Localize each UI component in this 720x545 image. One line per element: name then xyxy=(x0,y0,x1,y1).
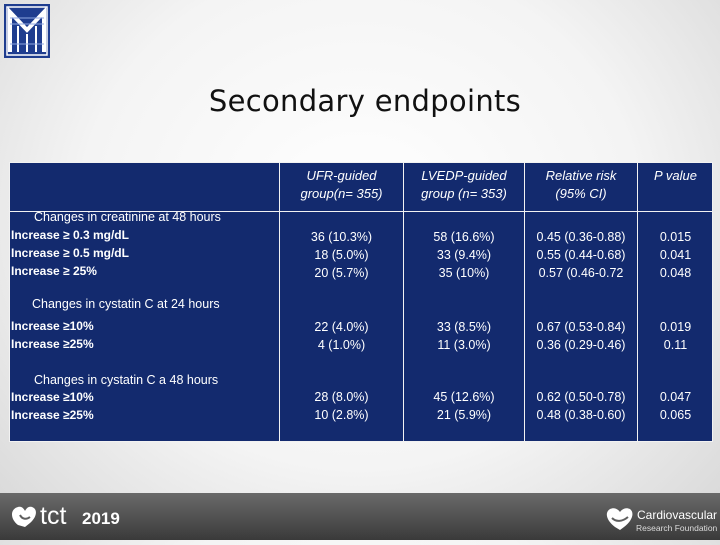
cell-lvedp: 33 (8.5%) xyxy=(436,320,492,334)
cell-lvedp: 33 (9.4%) xyxy=(436,248,492,262)
cell-p: 0.015 xyxy=(659,230,692,244)
cell-ufr: 36 (10.3%) xyxy=(310,230,373,244)
row-label: Increase ≥25% xyxy=(11,337,94,351)
cell-p: 0.11 xyxy=(663,338,688,352)
crf-brand-line2: Research Foundation xyxy=(636,523,718,533)
row-label: Increase ≥ 0.3 mg/dL xyxy=(11,228,129,242)
institution-logo xyxy=(4,4,50,58)
row-label: Increase ≥10% xyxy=(11,319,94,333)
section-title: Changes in cystatin C at 24 hours xyxy=(32,297,220,311)
crf-brand-line1: Cardiovascular xyxy=(637,508,717,522)
cell-ufr: 4 (1.0%) xyxy=(317,338,366,352)
cell-p: 0.048 xyxy=(659,266,692,280)
table-divider xyxy=(279,163,280,441)
crf-heart-icon xyxy=(606,508,633,530)
tct-heart-icon xyxy=(12,506,36,527)
footer: tct 2019 Cardiovascular Research Foundat… xyxy=(0,493,720,540)
cell-ufr: 10 (2.8%) xyxy=(314,408,369,422)
cell-lvedp: 45 (12.6%) xyxy=(433,390,495,404)
tct-year-text: 2019 xyxy=(82,509,120,528)
cell-lvedp: 11 (3.0%) xyxy=(437,338,491,352)
row-label: Increase ≥10% xyxy=(11,390,94,404)
header-p-value: P value xyxy=(654,168,697,183)
row-label: Increase ≥ 25% xyxy=(11,264,97,278)
cell-rr: 0.48 (0.38-0.60) xyxy=(536,408,626,422)
section-title: Changes in cystatin C a 48 hours xyxy=(34,373,219,387)
tct-brand-text: tct xyxy=(40,502,66,530)
cell-lvedp: 58 (16.6%) xyxy=(433,230,495,244)
cell-rr: 0.36 (0.29-0.46) xyxy=(536,338,626,352)
cell-rr: 0.45 (0.36-0.88) xyxy=(536,230,626,244)
cell-p: 0.041 xyxy=(659,248,692,262)
cell-rr: 0.67 (0.53-0.84) xyxy=(536,320,626,334)
section-title: Changes in creatinine at 48 hours xyxy=(34,210,221,224)
cell-ufr: 20 (5.7%) xyxy=(314,266,369,280)
cell-ufr: 22 (4.0%) xyxy=(314,320,369,334)
row-label: Increase ≥ 0.5 mg/dL xyxy=(11,246,129,260)
cell-lvedp: 35 (10%) xyxy=(438,266,490,280)
cell-lvedp: 21 (5.9%) xyxy=(436,408,492,422)
cell-ufr: 28 (8.0%) xyxy=(314,390,369,404)
cell-rr: 0.55 (0.44-0.68) xyxy=(536,248,626,262)
cell-p: 0.065 xyxy=(659,408,692,422)
footer-graphic: tct 2019 Cardiovascular Research Foundat… xyxy=(0,493,720,540)
cell-p: 0.019 xyxy=(659,320,692,334)
header-relative-risk: Relative risk (95% CI) xyxy=(545,168,617,201)
institution-logo-icon xyxy=(4,4,50,58)
header-lvedp: LVEDP-guided group (n= 353) xyxy=(421,168,507,201)
cell-ufr: 18 (5.0%) xyxy=(314,248,369,262)
endpoints-table: UFR-guided group(n= 355) LVEDP-guided gr… xyxy=(9,162,713,442)
header-ufr: UFR-guided group(n= 355) xyxy=(300,168,383,201)
page-title: Secondary endpoints xyxy=(208,84,522,118)
row-label: Increase ≥25% xyxy=(11,408,94,422)
header-divider xyxy=(10,211,712,212)
cell-rr: 0.62 (0.50-0.78) xyxy=(536,390,626,404)
cell-rr: 0.57 (0.46-0.72 xyxy=(538,266,624,280)
table-divider xyxy=(524,163,525,441)
table-divider xyxy=(403,163,404,441)
table-divider xyxy=(637,163,638,441)
cell-p: 0.047 xyxy=(659,390,692,404)
